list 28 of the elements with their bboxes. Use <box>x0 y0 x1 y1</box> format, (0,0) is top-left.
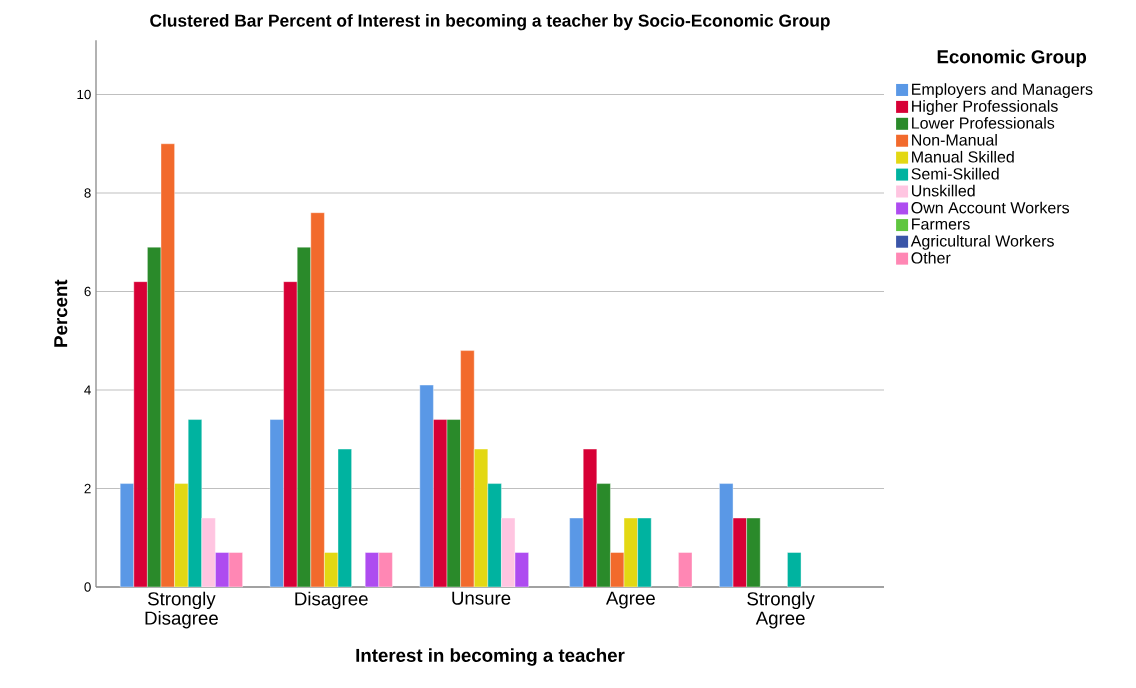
x-tick-label: Disagree <box>295 591 368 610</box>
bar <box>787 552 802 588</box>
x-tick-label: Agree <box>605 591 655 609</box>
legend-label: Semi-Skilled <box>911 167 999 180</box>
legend-title: Economic Group <box>937 49 1087 68</box>
chart-title: Clustered Bar Percent of Interest in becoming a teacher by Socio-Economic Group <box>150 14 830 31</box>
legend-label: Non-Manual <box>912 133 997 146</box>
x-tick-label: Strongly Agree <box>747 591 815 629</box>
x-tick-label: Unsure <box>452 591 511 605</box>
y-tick-label: 6 <box>84 286 91 297</box>
y-axis-title: Percent <box>54 279 68 347</box>
bar <box>678 552 693 588</box>
legend-label: Agricultural Workers <box>910 234 1054 250</box>
legend-label: Other <box>911 251 951 264</box>
legend-label: Farmers <box>912 218 970 230</box>
legend-label: Employers and Managers <box>912 83 1093 99</box>
y-tick-label: 8 <box>84 188 91 198</box>
legend-label: Higher Professionals <box>912 100 1058 116</box>
legend-label: Manual Skilled <box>912 150 1014 163</box>
x-tick-label: Strongly Disagree <box>145 591 218 629</box>
y-tick-label: 0 <box>84 582 91 592</box>
y-tick-label: 10 <box>77 89 91 100</box>
legend-label: Unskilled <box>911 184 975 197</box>
y-tick-label: 2 <box>84 483 91 494</box>
x-axis-title: Interest in becoming a teacher <box>356 648 625 666</box>
y-tick-label: 4 <box>84 385 91 395</box>
legend-label: Own Account Workers <box>911 201 1070 214</box>
legend-label: Lower Professionals <box>912 117 1055 129</box>
